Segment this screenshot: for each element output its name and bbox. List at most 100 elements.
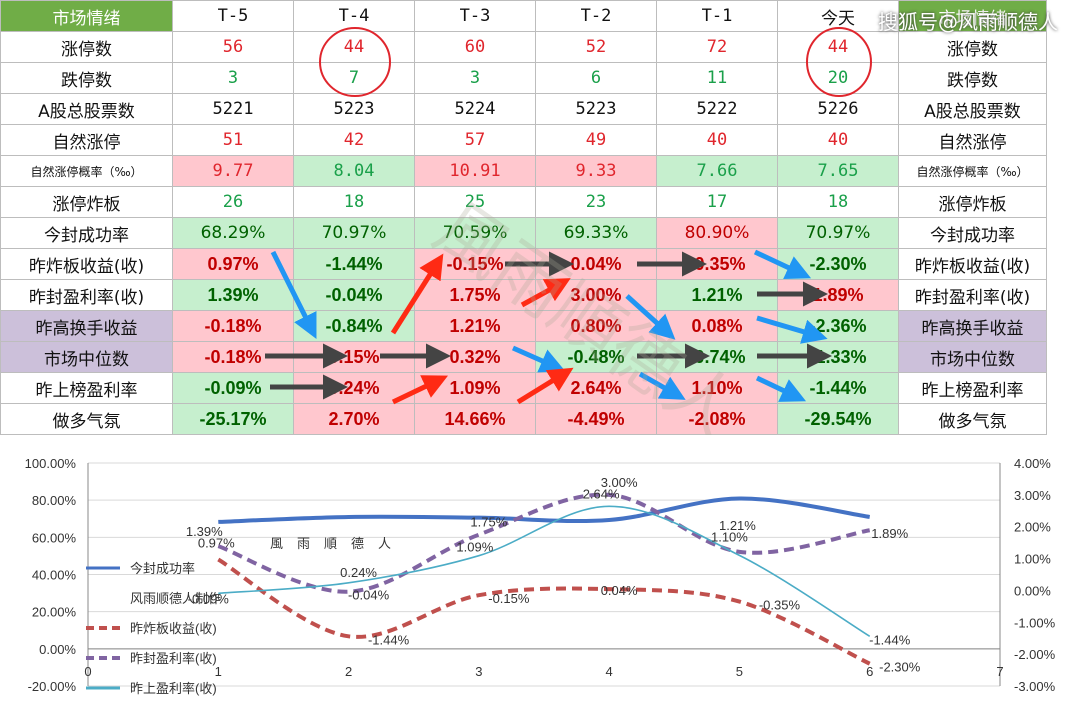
value-cell: 18 <box>293 186 415 218</box>
value-cell: 0.08% <box>656 310 778 342</box>
row-label-right: 自然涨停概率（‰） <box>898 155 1047 187</box>
data-label: 1.39% <box>186 524 223 539</box>
x-tick-label: 3 <box>475 664 482 679</box>
x-tick-label: 1 <box>215 664 222 679</box>
value-cell: 1.10% <box>656 372 778 404</box>
value-cell: 56 <box>172 31 294 63</box>
value-cell: -2.30% <box>777 248 899 280</box>
value-cell: 70.97% <box>777 217 899 249</box>
value-cell: 10.91 <box>414 155 536 187</box>
value-cell: 57 <box>414 124 536 156</box>
legend-label: 昨炸板收益(收) <box>130 621 217 636</box>
data-label: 2.64% <box>583 486 620 501</box>
value-cell: 0.04% <box>535 248 657 280</box>
header-cell: T-1 <box>656 0 778 32</box>
value-cell: 80.90% <box>656 217 778 249</box>
series-line <box>218 496 870 524</box>
value-cell: -1.44% <box>293 248 415 280</box>
table-row: 自然涨停概率（‰） 9.77 8.04 10.91 9.33 7.66 7.65 自然涨停概率… <box>0 155 1047 187</box>
row-label-right: 涨停数 <box>898 31 1047 63</box>
header-cell: T-4 <box>293 0 415 32</box>
value-cell: 0.97% <box>172 248 294 280</box>
value-cell: 60 <box>414 31 536 63</box>
row-label-right: 跌停数 <box>898 62 1047 94</box>
brand-watermark: 搜狐号@风雨顺德人 <box>878 10 1058 34</box>
row-label: 跌停数 <box>0 62 173 94</box>
data-label: -0.35% <box>759 598 801 613</box>
row-label-right: 昨上榜盈利率 <box>898 372 1047 404</box>
data-label: -0.15% <box>488 591 530 606</box>
value-cell: -0.84% <box>293 310 415 342</box>
value-cell: 1.39% <box>172 279 294 311</box>
data-label: -0.09% <box>188 591 230 606</box>
y-tick-label-left: 0.00% <box>39 642 76 657</box>
y-tick-label-left: 80.00% <box>32 493 77 508</box>
value-cell: -0.74% <box>656 341 778 373</box>
data-label: 1.09% <box>456 540 493 555</box>
row-label: 昨炸板收益(收) <box>0 248 173 280</box>
row-label: 昨封盈利率(收) <box>0 279 173 311</box>
table-row: 自然涨停 51 42 57 49 40 40 自然涨停 <box>0 124 1047 156</box>
value-cell: -0.48% <box>535 341 657 373</box>
row-label: 昨高换手收益 <box>0 310 173 342</box>
y-tick-label-right: -2.00% <box>1014 647 1056 662</box>
watermark-text: 風雨順德人 <box>270 536 405 551</box>
value-cell: 5224 <box>414 93 536 125</box>
row-label-right: 昨炸板收益(收) <box>898 248 1047 280</box>
table-row: 昨高换手收益 -0.18% -0.84% 1.21% 0.80% 0.08% -2.36% 昨… <box>0 310 1047 342</box>
value-cell: 0.24% <box>293 372 415 404</box>
row-label-right: 昨高换手收益 <box>898 310 1047 342</box>
y-tick-label-right: 0.00% <box>1014 583 1051 598</box>
value-cell: 2.64% <box>535 372 657 404</box>
value-cell: 0.15% <box>293 341 415 373</box>
value-cell: 11 <box>656 62 778 94</box>
value-cell: 23 <box>535 186 657 218</box>
row-label: 涨停炸板 <box>0 186 173 218</box>
data-label: 1.10% <box>711 529 748 544</box>
value-cell: 17 <box>656 186 778 218</box>
legend-label: 昨封盈利率(收) <box>130 651 217 666</box>
data-label: 1.21% <box>719 518 756 533</box>
value-cell: 14.66% <box>414 403 536 435</box>
value-cell: 70.97% <box>293 217 415 249</box>
value-cell: 70.59% <box>414 217 536 249</box>
row-label: 今封成功率 <box>0 217 173 249</box>
value-cell: 18 <box>777 186 899 218</box>
value-cell: -2.08% <box>656 403 778 435</box>
data-label: 3.00% <box>601 475 638 490</box>
header-cell: 市场情绪 <box>0 0 173 32</box>
y-tick-label-left: 40.00% <box>32 568 77 583</box>
y-tick-label-right: -3.00% <box>1014 679 1056 694</box>
table-row: 昨封盈利率(收) 1.39% -0.04% 1.75% 3.00% 1.21% 1.89% 昨… <box>0 279 1047 311</box>
value-cell: -0.04% <box>293 279 415 311</box>
x-tick-label: 0 <box>84 664 91 679</box>
header-cell: T-2 <box>535 0 657 32</box>
value-cell: 25 <box>414 186 536 218</box>
table-row: 涨停炸板 26 18 25 23 17 18 涨停炸板 <box>0 186 1047 218</box>
data-label: 0.97% <box>198 536 235 551</box>
y-tick-label-right: 1.00% <box>1014 552 1051 567</box>
y-tick-label-left: 20.00% <box>32 605 77 620</box>
market-sentiment-table: 市场情绪 T-5 T-4 T-3 T-2 T-1 今天 市场情绪 涨停数 56 44 60 52 72 44… <box>0 0 1047 435</box>
table-row: 今封成功率 68.29% 70.97% 70.59% 69.33% 80.90% 70.97… <box>0 217 1047 249</box>
row-label-right: 昨封盈利率(收) <box>898 279 1047 311</box>
y-tick-label-right: -1.00% <box>1014 615 1056 630</box>
value-cell: 0.80% <box>535 310 657 342</box>
value-cell: 5223 <box>535 93 657 125</box>
series-line <box>218 505 871 637</box>
legend-label: 昨上盈利率(收) <box>130 681 217 696</box>
row-label: 做多气氛 <box>0 403 173 435</box>
value-cell: 5222 <box>656 93 778 125</box>
y-tick-label-left: 100.00% <box>25 456 77 471</box>
row-label-right: 涨停炸板 <box>898 186 1047 218</box>
value-cell: 1.89% <box>777 279 899 311</box>
value-cell: -1.44% <box>777 372 899 404</box>
x-tick-label: 7 <box>996 664 1003 679</box>
y-tick-label-right: 2.00% <box>1014 520 1051 535</box>
header-cell: T-3 <box>414 0 536 32</box>
value-cell: 5226 <box>777 93 899 125</box>
series-line <box>217 557 871 666</box>
value-cell: -29.54% <box>777 403 899 435</box>
value-cell: 49 <box>535 124 657 156</box>
table-row: A股总股票数 5221 5223 5224 5223 5222 5226 A股总股票数 <box>0 93 1047 125</box>
